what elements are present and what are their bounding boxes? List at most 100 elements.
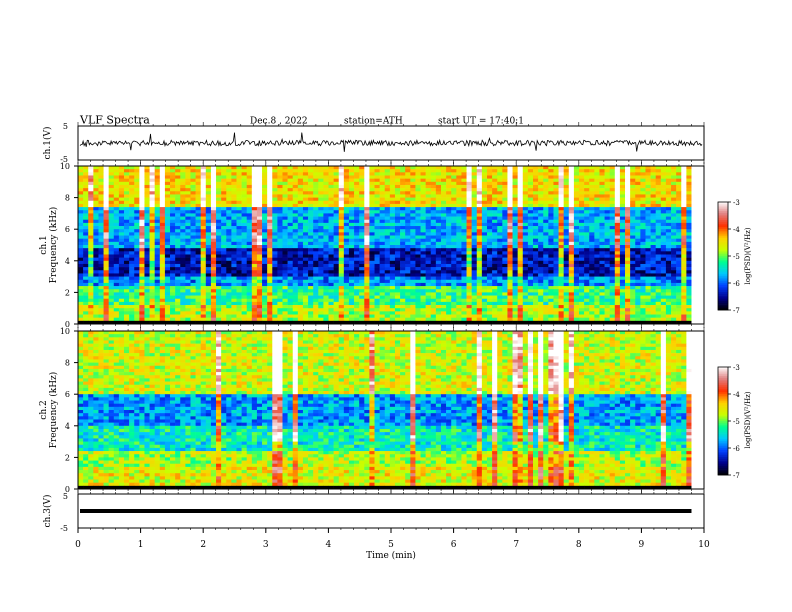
spectrogram-cell <box>323 175 329 179</box>
spectrogram-cell <box>164 273 171 277</box>
spectrogram-cell <box>129 238 135 243</box>
spectrogram-cell <box>466 267 472 271</box>
spectrogram-cell <box>333 260 340 265</box>
spectrogram-cell <box>650 191 656 195</box>
spectrogram-cell <box>579 213 585 217</box>
spectrogram-cell <box>297 210 304 214</box>
spectrogram-cell <box>548 203 554 208</box>
spectrogram-cell <box>471 188 478 192</box>
spectrogram-cell <box>210 166 217 170</box>
spectrogram-cell <box>282 257 288 262</box>
spectrogram-cell <box>251 184 258 189</box>
spectrogram-cell <box>93 273 99 277</box>
spectrogram-cell <box>614 273 621 277</box>
spectrogram-cell <box>205 238 212 243</box>
spectrogram-cell <box>594 251 600 255</box>
spectrogram-cell <box>256 251 263 255</box>
spectrogram-cell <box>553 200 559 205</box>
spectrogram-cell <box>221 210 227 214</box>
spectrogram-cell <box>548 172 554 176</box>
spectrogram-cell <box>599 229 605 233</box>
spectrogram-cell <box>389 282 396 287</box>
spectrogram-cell <box>256 226 263 230</box>
spectrogram-cell <box>262 194 268 198</box>
spectrogram-cell <box>221 207 227 211</box>
spectrogram-cell <box>599 260 605 265</box>
spectrogram-cell <box>435 197 442 202</box>
spectrogram-cell <box>681 226 687 230</box>
spectrogram-cell <box>563 181 570 186</box>
spectrogram-cell <box>568 188 575 192</box>
spectrogram-cell <box>430 197 437 202</box>
spectrogram-cell <box>328 241 334 246</box>
spectrogram-cell <box>594 229 600 233</box>
spectrogram-cell <box>435 257 442 262</box>
spectrogram-cell <box>318 257 324 262</box>
spectrogram-cell <box>159 226 166 230</box>
spectrogram-cell <box>502 270 508 274</box>
spectrogram-cell <box>267 166 273 170</box>
spectrogram-cell <box>415 232 421 236</box>
spectrogram-cell <box>343 216 350 221</box>
spectrogram-cell <box>302 295 309 300</box>
spectrogram-cell <box>328 257 334 262</box>
spectrogram-cell <box>619 219 626 224</box>
spectrogram-cell <box>579 238 585 243</box>
spectrogram-cell <box>660 197 667 202</box>
spectrogram-cell <box>686 286 692 290</box>
spectrogram-cell <box>446 222 452 227</box>
spectrogram-cell <box>359 254 365 258</box>
spectrogram-cell <box>558 241 564 246</box>
spectrogram-cell <box>430 175 437 179</box>
spectrogram-cell <box>251 286 258 290</box>
spectrogram-cell <box>502 267 508 271</box>
spectrogram-cell <box>681 279 687 284</box>
spectrogram-cell <box>512 222 518 227</box>
spectrogram-cell <box>364 210 370 214</box>
spectrogram-cell <box>645 235 651 239</box>
spectrogram-cell <box>466 213 472 217</box>
spectrogram-cell <box>655 248 662 252</box>
spectrogram-cell <box>139 279 145 284</box>
spectrogram-cell <box>389 273 396 277</box>
spectrogram-cell <box>599 203 605 208</box>
spectrogram-cell <box>425 270 432 274</box>
spectrogram-cell <box>328 175 334 179</box>
spectrogram-cell <box>139 210 145 214</box>
spectrogram-cell <box>461 254 467 258</box>
spectrogram-cell <box>543 166 549 170</box>
spectrogram-cell <box>538 181 544 186</box>
spectrogram-cell <box>221 229 227 233</box>
spectrogram-cell <box>348 216 355 221</box>
spectrogram-cell <box>609 197 616 202</box>
spectrogram-cell <box>456 178 462 183</box>
spectrogram-cell <box>200 197 207 202</box>
spectrogram-cell <box>159 166 166 170</box>
spectrogram-cell <box>543 232 549 236</box>
spectrogram-cell <box>267 200 273 205</box>
spectrogram-cell <box>486 232 493 236</box>
spectrogram-cell <box>134 175 140 179</box>
spectrogram-cell <box>338 254 345 258</box>
spectrogram-cell <box>502 279 508 284</box>
spectrogram-cell <box>630 175 636 179</box>
spectrogram-cell <box>302 273 309 277</box>
spectrogram-cell <box>486 207 493 211</box>
spectrogram-cell <box>456 188 462 192</box>
spectrogram-cell <box>619 263 626 268</box>
spectrogram-cell <box>256 188 263 192</box>
spectrogram-cell <box>226 241 232 246</box>
spectrogram-cell <box>476 289 483 293</box>
spectrogram-cell <box>103 254 109 258</box>
spectrogram-cell <box>216 169 222 173</box>
spectrogram-cell <box>614 175 621 179</box>
spectrogram-cell <box>190 188 196 192</box>
spectrogram-cell <box>134 210 140 214</box>
spectrogram-cell <box>502 200 508 205</box>
spectrogram-cell <box>210 207 217 211</box>
spectrogram-cell <box>379 203 386 208</box>
spectrogram-cell <box>170 207 176 211</box>
spectrogram-cell <box>374 292 380 296</box>
spectrogram-cell <box>609 248 616 252</box>
spectrogram-cell <box>512 229 518 233</box>
